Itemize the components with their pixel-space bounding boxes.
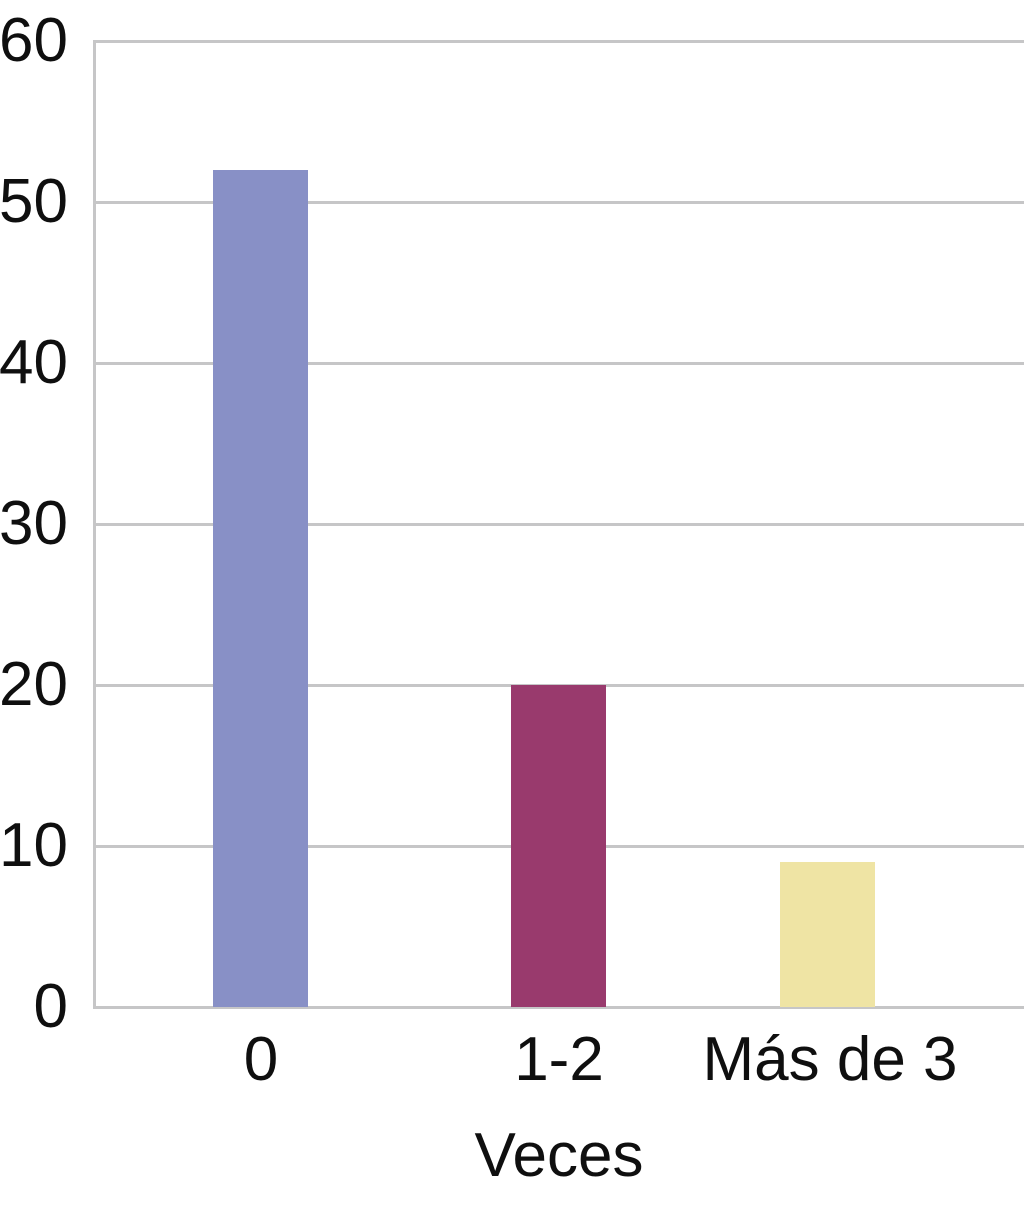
x-tick-label: Más de 3 — [702, 1025, 958, 1094]
gridline-y-60 — [94, 39, 1024, 43]
y-tick-label: 20 — [0, 650, 68, 719]
y-tick-label: 40 — [0, 328, 68, 397]
y-tick-label: 30 — [0, 489, 68, 558]
y-tick-label: 60 — [0, 6, 68, 75]
y-tick-label: 10 — [0, 811, 68, 880]
x-tick-label: 1-2 — [514, 1025, 604, 1094]
x-tick-label: 0 — [243, 1025, 279, 1094]
bar-0 — [213, 169, 308, 1007]
y-tick-label: 50 — [0, 167, 68, 236]
plot-area — [94, 39, 1024, 1009]
bar-1-2 — [511, 685, 606, 1007]
bar-Más de 3 — [780, 862, 875, 1007]
gridline-y-40 — [94, 361, 1024, 365]
x-axis-title: Veces — [474, 1121, 644, 1190]
gridline-y-50 — [94, 200, 1024, 204]
gridline-y-0 — [94, 1005, 1024, 1009]
gridline-y-30 — [94, 522, 1024, 526]
y-tick-label: 0 — [33, 972, 68, 1041]
